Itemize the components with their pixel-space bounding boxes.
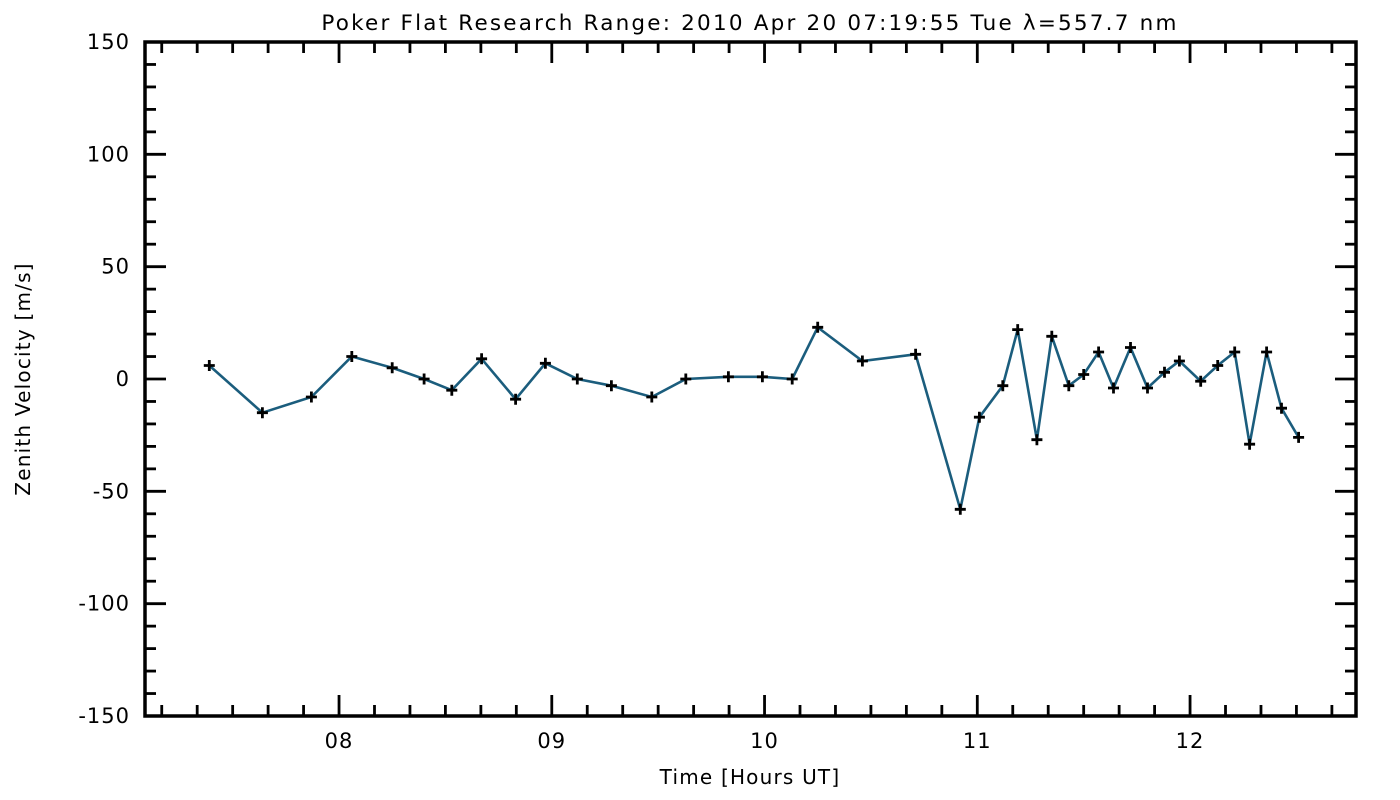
x-tick-label: 12 xyxy=(1176,729,1205,753)
y-tick-label: 150 xyxy=(87,30,130,54)
y-tick-label: -100 xyxy=(78,592,130,616)
plot-box xyxy=(143,40,1358,718)
x-tick-label: 10 xyxy=(750,729,779,753)
plus-markers xyxy=(203,321,1305,515)
velocity-line xyxy=(208,325,1300,510)
y-tick-label: -50 xyxy=(93,479,130,503)
x-axis-label: Time [Hours UT] xyxy=(659,765,841,789)
y-tick-label: -150 xyxy=(78,704,130,728)
axes-layer: 08 09 10 11 12 -150 -100 -50 0 50 100 150 xyxy=(78,30,1358,753)
chart-title: Poker Flat Research Range: 2010 Apr 20 0… xyxy=(321,11,1178,36)
x-tick-label: 09 xyxy=(537,729,566,753)
y-tick-label: 50 xyxy=(101,255,130,279)
y-tick-label: 0 xyxy=(116,367,130,391)
x-tick-label: 08 xyxy=(325,729,354,753)
data-series-layer xyxy=(203,321,1305,515)
y-axis-label: Zenith Velocity [m/s] xyxy=(11,262,35,495)
x-tick-label: 11 xyxy=(963,729,992,753)
y-tick-label: 100 xyxy=(87,142,130,166)
